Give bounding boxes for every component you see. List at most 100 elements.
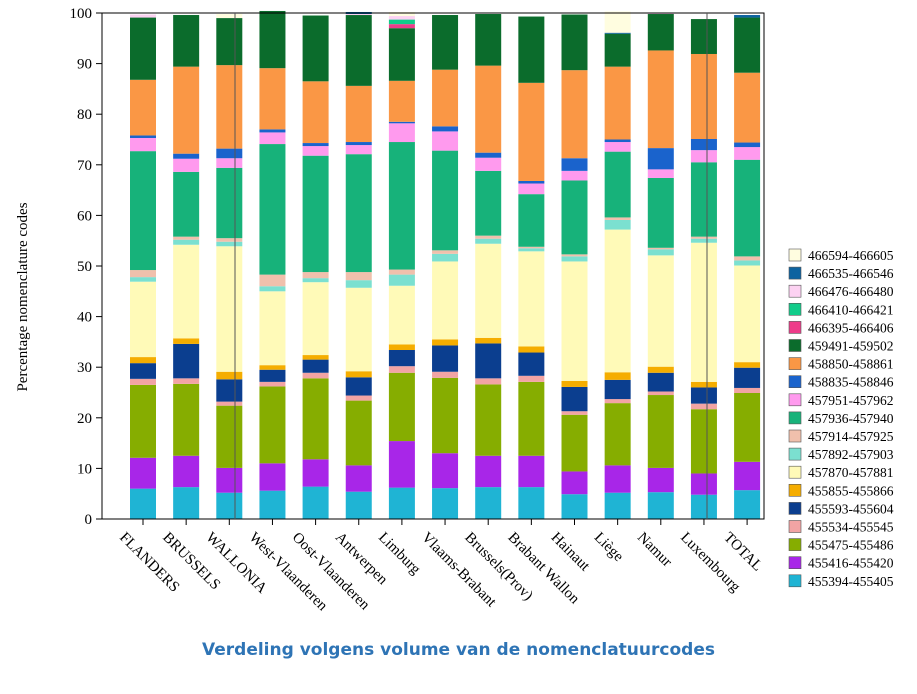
legend-swatch — [788, 411, 802, 425]
legend-label: 466594-466605 — [808, 248, 894, 263]
bar-segment — [647, 247, 674, 250]
bar-segment — [130, 384, 156, 458]
bar-segment — [388, 349, 415, 367]
bar-stack — [518, 16, 545, 519]
bar-segment — [604, 219, 631, 230]
legend-swatch — [788, 266, 802, 280]
bar-stack — [475, 14, 502, 519]
bar-segment — [604, 151, 631, 218]
bar-segment — [690, 138, 717, 151]
y-tick-label: 70 — [77, 158, 92, 174]
bar-segment — [690, 236, 717, 239]
legend-item: 455534-455545 — [788, 520, 894, 535]
bar-segment — [561, 494, 588, 519]
bar-segment — [518, 246, 545, 249]
legend-label: 466476-466480 — [808, 284, 894, 299]
bar-segment — [130, 14, 156, 18]
bar-segment — [216, 371, 243, 380]
bar-segment — [432, 250, 459, 254]
bar-segment — [345, 85, 372, 143]
bar-segment — [734, 159, 761, 257]
bar-segment — [647, 467, 674, 493]
bar-segment — [216, 379, 243, 402]
bar-segment — [734, 17, 761, 73]
bar-segment — [604, 229, 631, 373]
bar-segment — [388, 344, 415, 350]
stacked-bar-chart: 0102030405060708090100FLANDERSBRUSSELSWA… — [15, 6, 894, 615]
bar-segment — [345, 145, 372, 155]
bar-segment — [518, 352, 545, 376]
bar-segment — [647, 391, 674, 396]
y-tick-label: 40 — [77, 310, 92, 326]
bar-segment — [216, 405, 243, 468]
legend-label: 455593-455604 — [808, 501, 894, 516]
bar-segment — [345, 371, 372, 378]
bar-segment — [604, 142, 631, 152]
bar-segment — [388, 16, 415, 20]
bar-segment — [604, 399, 631, 404]
bar-segment — [475, 170, 502, 236]
bar-segment — [561, 261, 588, 381]
bar-segment — [388, 372, 415, 442]
bar-segment — [302, 15, 329, 82]
bar-segment — [647, 148, 674, 170]
bar-segment — [130, 357, 156, 364]
legend-item: 457870-457881 — [788, 465, 894, 480]
bar-segment — [561, 256, 588, 262]
bar-segment — [432, 371, 459, 378]
bar-segment — [216, 148, 243, 159]
bar-segment — [518, 455, 545, 488]
bar-segment — [475, 487, 502, 519]
bar-segment — [388, 487, 415, 519]
bar-segment — [345, 287, 372, 372]
legend-label: 458850-458861 — [808, 357, 894, 372]
bar-segment — [734, 387, 761, 394]
bar-segment — [216, 158, 243, 168]
bar-segment — [561, 180, 588, 255]
bar-segment — [647, 169, 674, 178]
legend-item: 455855-455866 — [788, 483, 894, 498]
legend-item: 466476-466480 — [788, 284, 894, 299]
bar-segment — [388, 123, 415, 143]
bar-segment — [432, 69, 459, 127]
legend-label: 457951-457962 — [808, 393, 894, 408]
legend-item: 457936-457940 — [788, 411, 894, 426]
y-tick-label: 0 — [85, 512, 93, 528]
bar-segment — [604, 11, 631, 33]
bar-segment — [690, 387, 717, 404]
legend-swatch — [788, 502, 802, 515]
bar-segment — [388, 366, 415, 373]
bar-segment — [734, 367, 761, 388]
bar-segment — [647, 249, 674, 256]
bar-segment — [604, 33, 631, 67]
bar-segment — [475, 378, 502, 385]
bar-stack — [216, 14, 243, 519]
bar-segment — [259, 144, 286, 275]
bar-segment — [475, 14, 502, 66]
bar-segment — [130, 137, 156, 152]
bar-segment — [432, 253, 459, 262]
legend-item: 466535-466546 — [788, 266, 894, 281]
bar-segment — [604, 379, 631, 400]
legend-label: 466395-466406 — [808, 320, 894, 335]
bar-segment — [173, 343, 200, 379]
bar-segment — [259, 10, 286, 69]
bar-segment — [259, 286, 286, 292]
bar-segment — [216, 18, 243, 66]
bar-segment — [173, 158, 200, 172]
bar-segment — [561, 170, 588, 181]
bar-segment — [734, 72, 761, 143]
legend-item: 458850-458861 — [788, 357, 894, 372]
legend-swatch — [788, 284, 802, 298]
bar-segment — [173, 244, 200, 339]
bar-stack — [690, 19, 717, 519]
legend-swatch — [788, 248, 802, 262]
bar-segment — [561, 471, 588, 495]
bar-segment — [130, 488, 156, 519]
bar-segment — [345, 465, 372, 492]
legend-swatch — [788, 321, 802, 334]
legend-item: 458835-458846 — [788, 375, 894, 390]
bar-segment — [561, 386, 588, 412]
bar-segment — [734, 490, 761, 519]
bar-segment — [734, 147, 761, 160]
